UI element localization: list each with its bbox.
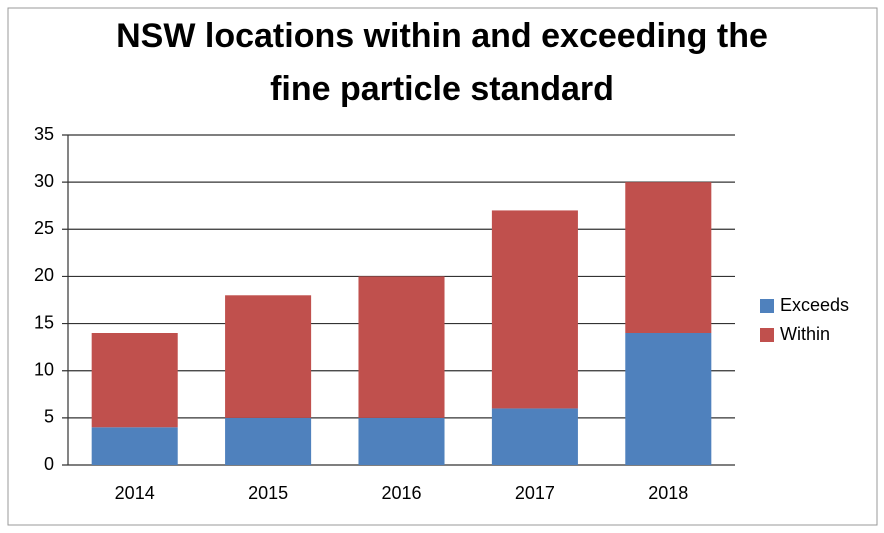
bar-segment: [225, 295, 312, 418]
bar-segment: [491, 210, 578, 409]
bar-segment: [91, 333, 178, 428]
bar-segment: [358, 276, 445, 418]
y-tick-label: 20: [34, 265, 54, 285]
bar-segment: [358, 417, 445, 465]
bar-segment: [491, 408, 578, 465]
legend-label: Exceeds: [780, 295, 849, 315]
legend-swatch: [760, 328, 774, 342]
x-tick-label: 2014: [115, 483, 155, 503]
bar-segment: [625, 182, 712, 333]
y-tick-label: 15: [34, 312, 54, 332]
x-tick-label: 2016: [381, 483, 421, 503]
x-tick-label: 2015: [248, 483, 288, 503]
y-tick-label: 0: [44, 454, 54, 474]
y-tick-label: 30: [34, 171, 54, 191]
y-tick-label: 10: [34, 359, 54, 379]
x-tick-label: 2018: [648, 483, 688, 503]
y-tick-label: 5: [44, 407, 54, 427]
chart-border: [7, 7, 878, 526]
bar-segment: [91, 427, 178, 465]
legend-swatch: [760, 299, 774, 313]
bar-segment: [625, 333, 712, 465]
y-tick-label: 35: [34, 124, 54, 144]
bar-segment: [225, 417, 312, 465]
chart-title: NSW locations within and exceeding the f…: [116, 17, 768, 108]
x-tick-label: 2017: [515, 483, 555, 503]
y-tick-label: 25: [34, 218, 54, 238]
legend-label: Within: [780, 324, 830, 344]
